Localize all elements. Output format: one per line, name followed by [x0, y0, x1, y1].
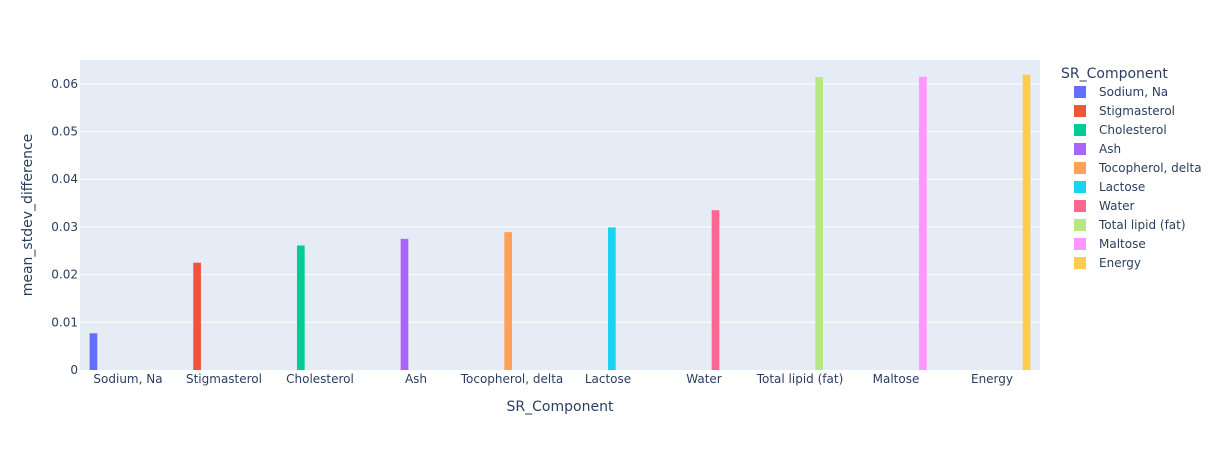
bars: [89, 74, 1031, 371]
y-tick-label: 0: [70, 363, 78, 377]
legend-swatch[interactable]: [1074, 257, 1086, 269]
y-axis-title: mean_stdev_difference: [20, 134, 36, 297]
legend-label[interactable]: Lactose: [1099, 180, 1145, 194]
bar[interactable]: [89, 333, 98, 370]
x-tick-label: Stigmasterol: [186, 372, 262, 386]
legend-label[interactable]: Energy: [1099, 256, 1141, 270]
legend-label[interactable]: Tocopherol, delta: [1098, 161, 1202, 175]
x-tick-label: Tocopherol, delta: [460, 372, 564, 386]
legend: SR_Component Sodium, Na Stigmasterol Chole…: [1061, 66, 1202, 270]
x-tick-label: Energy: [971, 372, 1013, 386]
y-axis-ticks: 0 0.01 0.02 0.03 0.04 0.05 0.06: [51, 77, 78, 377]
y-tick-label: 0.05: [51, 125, 78, 139]
legend-swatch[interactable]: [1074, 86, 1086, 98]
legend-swatch[interactable]: [1074, 162, 1086, 174]
bar[interactable]: [815, 77, 824, 371]
legend-label[interactable]: Sodium, Na: [1099, 85, 1168, 99]
y-tick-label: 0.04: [51, 172, 78, 186]
legend-swatch[interactable]: [1074, 124, 1086, 136]
legend-label[interactable]: Ash: [1099, 142, 1121, 156]
y-tick-label: 0.01: [51, 315, 78, 329]
bar[interactable]: [608, 227, 616, 370]
y-tick-label: 0.02: [51, 268, 78, 282]
legend-swatch[interactable]: [1074, 105, 1086, 117]
legend-label[interactable]: Total lipid (fat): [1098, 218, 1186, 232]
bar[interactable]: [193, 262, 201, 370]
gridlines: [80, 83, 1040, 323]
x-tick-label: Sodium, Na: [93, 372, 162, 386]
legend-label[interactable]: Stigmasterol: [1099, 104, 1175, 118]
legend-title: SR_Component: [1061, 66, 1168, 82]
x-axis-title: SR_Component: [507, 399, 614, 415]
x-tick-label: Ash: [405, 372, 427, 386]
legend-label[interactable]: Maltose: [1099, 237, 1146, 251]
bar[interactable]: [400, 238, 409, 370]
y-tick-label: 0.06: [51, 77, 78, 91]
bar[interactable]: [296, 245, 305, 370]
legend-swatch[interactable]: [1074, 219, 1086, 231]
bar[interactable]: [919, 76, 927, 370]
y-tick-label: 0.03: [51, 220, 78, 234]
legend-swatch[interactable]: [1074, 238, 1086, 250]
x-tick-label: Total lipid (fat): [756, 372, 844, 386]
legend-swatch[interactable]: [1074, 181, 1086, 193]
bar[interactable]: [504, 232, 512, 370]
bar[interactable]: [711, 210, 720, 370]
x-tick-label: Cholesterol: [286, 372, 354, 386]
legend-swatch[interactable]: [1074, 143, 1086, 155]
plot-area-background: [80, 60, 1040, 370]
legend-label[interactable]: Water: [1099, 199, 1135, 213]
x-tick-label: Water: [686, 372, 722, 386]
legend-label[interactable]: Cholesterol: [1099, 123, 1167, 137]
legend-swatch[interactable]: [1074, 200, 1086, 212]
x-tick-label: Lactose: [585, 372, 631, 386]
x-axis-ticks: Sodium, Na Stigmasterol Cholesterol Ash Toco…: [93, 372, 1013, 386]
x-tick-label: Maltose: [873, 372, 920, 386]
bar[interactable]: [1022, 74, 1031, 371]
